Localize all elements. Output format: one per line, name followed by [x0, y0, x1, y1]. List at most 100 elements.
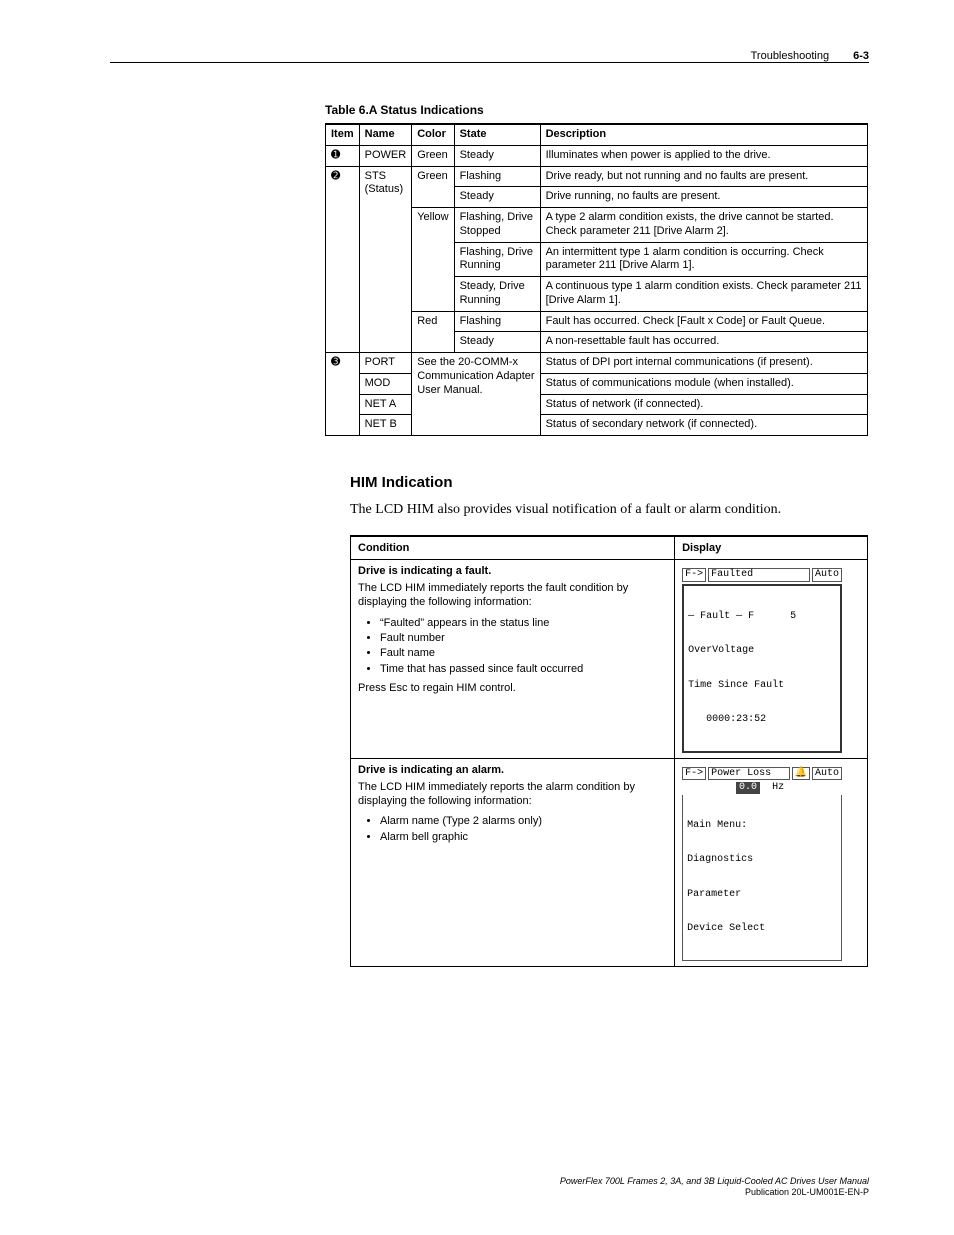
table-header-row: Condition Display — [351, 536, 868, 560]
cell-desc: Status of secondary network (if connecte… — [540, 415, 867, 436]
lcd-line: Main Menu: — [687, 820, 837, 832]
col-color: Color — [412, 124, 454, 145]
col-item: Item — [326, 124, 360, 145]
header-section: Troubleshooting — [751, 50, 829, 62]
lcd-line: Parameter — [687, 889, 837, 901]
table-row: NET B Status of secondary network (if co… — [326, 415, 868, 436]
cell-color: Green — [412, 145, 454, 166]
condition-cell: Drive is indicating a fault. The LCD HIM… — [351, 560, 675, 759]
list-item: Fault number — [380, 631, 667, 645]
fault-footer: Press Esc to regain HIM control. — [358, 682, 667, 694]
lcd-line: 0000:23:52 — [688, 714, 836, 726]
cell-desc: A non-resettable fault has occurred. — [540, 332, 867, 353]
lcd-status: Power Loss — [708, 767, 790, 781]
cell-state: Steady — [454, 332, 540, 353]
table-row: MOD Status of communications module (whe… — [326, 373, 868, 394]
page: Troubleshooting 6-3 Table 6.A Status Ind… — [0, 0, 954, 1235]
status-indications-table: Item Name Color State Description ➊ POWE… — [325, 123, 868, 436]
lcd-prefix: F-> — [682, 767, 706, 781]
cell-state: Flashing — [454, 311, 540, 332]
cell-desc: A type 2 alarm condition exists, the dri… — [540, 208, 867, 243]
cell-desc: An intermittent type 1 alarm condition i… — [540, 242, 867, 277]
lcd-alarm: F-> Power Loss 🔔 Auto 0.0 Hz Main Menu: … — [682, 767, 842, 961]
fault-title: Drive is indicating a fault. — [358, 565, 667, 577]
list-item: Alarm name (Type 2 alarms only) — [380, 814, 667, 828]
list-item: Fault name — [380, 646, 667, 660]
footer-title: PowerFlex 700L Frames 2, 3A, and 3B Liqu… — [560, 1176, 869, 1188]
col-display: Display — [675, 536, 868, 560]
him-heading: HIM Indication — [350, 474, 869, 491]
lcd-unit: Hz — [762, 782, 788, 794]
cell-item: ➌ — [326, 353, 360, 436]
cell-name: PORT — [359, 353, 412, 374]
cell-state: Flashing — [454, 166, 540, 187]
table-row: Drive is indicating a fault. The LCD HIM… — [351, 560, 868, 759]
lcd-body: — Fault — F 5 OverVoltage Time Since Fau… — [682, 584, 842, 753]
cell-state: Flashing, Drive Stopped — [454, 208, 540, 243]
cell-desc: Drive running, no faults are present. — [540, 187, 867, 208]
display-cell: F-> Faulted Auto — Fault — F 5 OverVolta… — [675, 560, 868, 759]
cell-item: ➊ — [326, 145, 360, 166]
cell-name: NET B — [359, 415, 412, 436]
fault-body: The LCD HIM immediately reports the faul… — [358, 581, 667, 610]
cell-color: Yellow — [412, 208, 454, 312]
bell-icon: 🔔 — [792, 767, 810, 781]
cell-state: Steady — [454, 145, 540, 166]
col-condition: Condition — [351, 536, 675, 560]
cell-state: Flashing, Drive Running — [454, 242, 540, 277]
cell-color: Red — [412, 311, 454, 353]
alarm-title: Drive is indicating an alarm. — [358, 764, 667, 776]
lcd-line: — Fault — F 5 — [688, 611, 836, 623]
cell-desc: Status of communications module (when in… — [540, 373, 867, 394]
cell-desc: Status of network (if connected). — [540, 394, 867, 415]
lcd-fault: F-> Faulted Auto — Fault — F 5 OverVolta… — [682, 568, 842, 753]
header-rule — [110, 62, 869, 63]
col-description: Description — [540, 124, 867, 145]
cell-color: Green — [412, 166, 454, 208]
alarm-body: The LCD HIM immediately reports the alar… — [358, 780, 667, 809]
fault-bullets: “Faulted” appears in the status line Fau… — [358, 616, 667, 676]
lcd-value: 0.0 — [736, 782, 760, 794]
him-table: Condition Display Drive is indicating a … — [350, 535, 868, 967]
table-header-row: Item Name Color State Description — [326, 124, 868, 145]
cell-state: Steady, Drive Running — [454, 277, 540, 312]
status-table-caption: Table 6.A Status Indications — [325, 103, 869, 117]
cell-note: See the 20-COMM-x Communication Adapter … — [412, 353, 540, 436]
cell-name: POWER — [359, 145, 412, 166]
condition-cell: Drive is indicating an alarm. The LCD HI… — [351, 758, 675, 966]
table-row: ➊ POWER Green Steady Illuminates when po… — [326, 145, 868, 166]
lcd-mode: Auto — [812, 767, 842, 781]
list-item: Alarm bell graphic — [380, 830, 667, 844]
alarm-bullets: Alarm name (Type 2 alarms only) Alarm be… — [358, 814, 667, 844]
header-page-number: 6-3 — [853, 50, 869, 62]
col-name: Name — [359, 124, 412, 145]
him-intro: The LCD HIM also provides visual notific… — [350, 501, 869, 519]
table-row: ➋ STS (Status) Green Flashing Drive read… — [326, 166, 868, 187]
lcd-line: Device Select — [687, 923, 837, 935]
cell-state: Steady — [454, 187, 540, 208]
cell-desc: Status of DPI port internal communicatio… — [540, 353, 867, 374]
list-item: Time that has passed since fault occurre… — [380, 662, 667, 676]
table-row: NET A Status of network (if connected). — [326, 394, 868, 415]
lcd-menu: Main Menu: Diagnostics Parameter Device … — [682, 795, 842, 961]
lcd-prefix: F-> — [682, 568, 706, 582]
cell-desc: Illuminates when power is applied to the… — [540, 145, 867, 166]
page-footer: PowerFlex 700L Frames 2, 3A, and 3B Liqu… — [560, 1176, 869, 1199]
cell-name: NET A — [359, 394, 412, 415]
display-cell: F-> Power Loss 🔔 Auto 0.0 Hz Main Menu: … — [675, 758, 868, 966]
table-row: ➌ PORT See the 20-COMM-x Communication A… — [326, 353, 868, 374]
lcd-mode: Auto — [812, 568, 842, 582]
lcd-status: Faulted — [708, 568, 810, 582]
cell-item: ➋ — [326, 166, 360, 353]
cell-name: MOD — [359, 373, 412, 394]
col-state: State — [454, 124, 540, 145]
table-row: Drive is indicating an alarm. The LCD HI… — [351, 758, 868, 966]
cell-name: STS (Status) — [359, 166, 412, 353]
page-header: Troubleshooting 6-3 — [110, 50, 869, 62]
cell-desc: Drive ready, but not running and no faul… — [540, 166, 867, 187]
footer-publication: Publication 20L-UM001E-EN-P — [560, 1187, 869, 1199]
cell-desc: A continuous type 1 alarm condition exis… — [540, 277, 867, 312]
list-item: “Faulted” appears in the status line — [380, 616, 667, 630]
lcd-line: Time Since Fault — [688, 680, 836, 692]
lcd-line: OverVoltage — [688, 645, 836, 657]
